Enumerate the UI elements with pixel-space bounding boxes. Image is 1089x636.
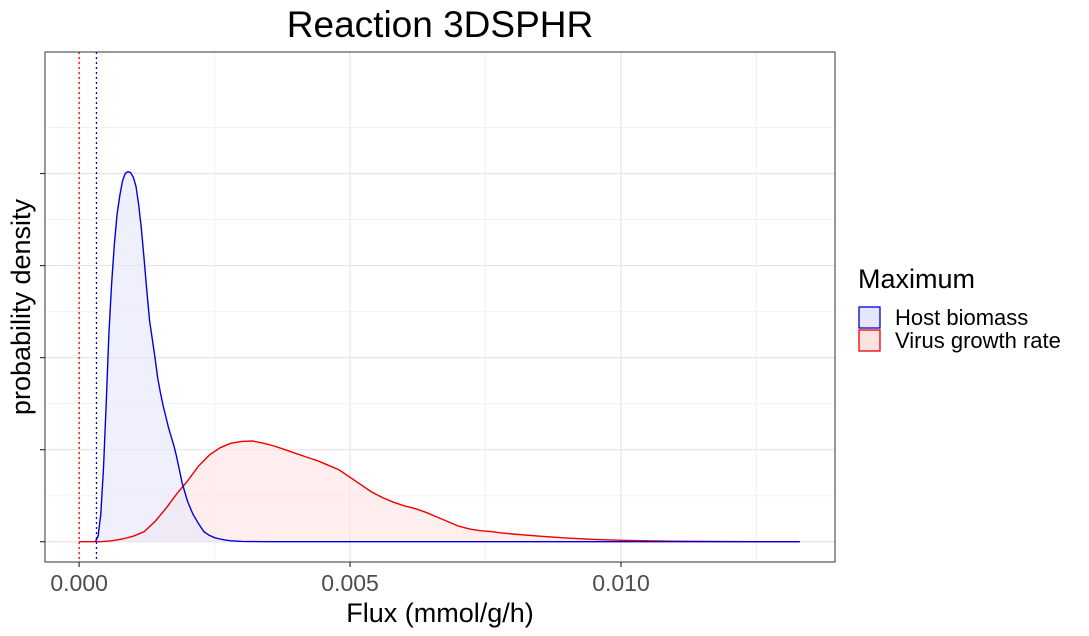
x-tick-label: 0.000 bbox=[50, 570, 108, 596]
host-biomass-legend-label: Host biomass bbox=[895, 305, 1028, 330]
y-axis-title: probability density bbox=[6, 198, 36, 415]
host-biomass-density-area bbox=[95, 171, 800, 542]
density-lines bbox=[79, 170, 800, 543]
virus-growth-rate-legend-key bbox=[858, 329, 881, 352]
x-tick-label: 0.010 bbox=[592, 570, 650, 596]
reference-lines bbox=[78, 52, 98, 562]
virus-growth-rate-density-area bbox=[79, 441, 800, 542]
legend-title: Maximum bbox=[858, 264, 975, 294]
density-areas bbox=[79, 171, 800, 542]
chart-title: Reaction 3DSPHR bbox=[287, 4, 593, 45]
x-axis: 0.000 0.005 0.010 bbox=[50, 562, 650, 596]
virus-growth-rate-legend-label: Virus growth rate bbox=[895, 328, 1061, 353]
host-biomass-density-line bbox=[94, 170, 800, 543]
virus-growth-rate-density-line bbox=[79, 440, 800, 543]
x-axis-title: Flux (mmol/g/h) bbox=[346, 598, 534, 628]
plot-panel bbox=[44, 51, 836, 563]
panel-border bbox=[44, 51, 836, 563]
x-tick-label: 0.005 bbox=[321, 570, 379, 596]
host-biomass-legend-key bbox=[858, 306, 881, 329]
y-axis bbox=[40, 172, 45, 543]
